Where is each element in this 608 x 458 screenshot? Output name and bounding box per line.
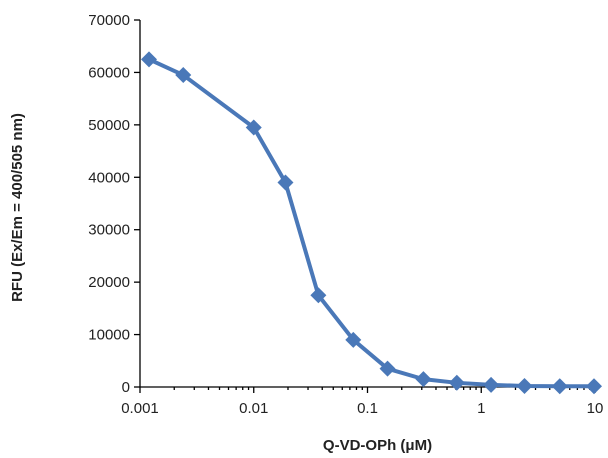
y-tick-label: 30000: [88, 222, 130, 239]
series-layer: [141, 51, 603, 395]
y-tick-label: 50000: [88, 117, 130, 134]
y-axis-ticks: 0 10000 20000 30000 40000 50000 60000 70000: [88, 12, 140, 396]
x-tick-label: 10: [587, 400, 604, 417]
data-point-marker: [245, 119, 262, 136]
x-tick-label: 0.1: [357, 400, 378, 417]
x-tick-label: 0.001: [121, 400, 159, 417]
y-axis-title: RFU (Ex/Em = 400/505 nm): [9, 113, 26, 302]
data-point-marker: [141, 51, 158, 68]
y-tick-label: 70000: [88, 12, 130, 29]
x-axis-ticks: 0.001 0.01 0.1 1 10: [121, 387, 603, 417]
y-tick-label: 40000: [88, 169, 130, 186]
series-line: [147, 57, 596, 389]
data-point-marker: [415, 371, 432, 388]
y-tick-label: 10000: [88, 327, 130, 344]
data-point-marker: [551, 378, 568, 395]
data-point-marker: [483, 376, 500, 393]
data-point-marker: [586, 378, 603, 395]
data-point-marker: [310, 287, 327, 304]
y-tick-label: 20000: [88, 274, 130, 291]
data-point-marker: [448, 374, 465, 391]
data-point-marker: [175, 67, 192, 84]
y-tick-label: 0: [122, 379, 130, 396]
data-point-marker: [379, 360, 396, 377]
x-tick-label: 1: [477, 400, 485, 417]
y-tick-label: 60000: [88, 64, 130, 81]
x-axis-title: Q-VD-OPh (μM): [323, 437, 432, 454]
data-point-marker: [277, 174, 294, 191]
data-point-marker: [345, 331, 362, 348]
x-tick-label: 0.01: [239, 400, 268, 417]
data-point-marker: [516, 377, 533, 394]
